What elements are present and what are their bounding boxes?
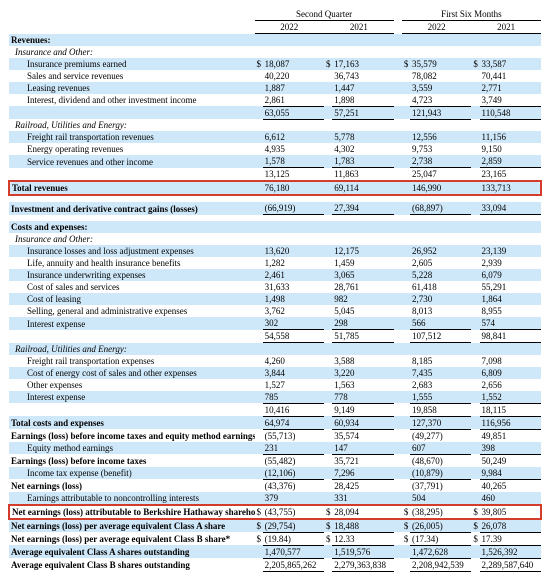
header-period-row: Second Quarter First Six Months xyxy=(9,8,541,21)
row-underwriting: Insurance underwriting expenses2,4613,06… xyxy=(9,269,541,281)
row-investment-gains: Investment and derivative contract gains… xyxy=(9,202,541,215)
row-energy: Energy operating revenues4,9354,3029,753… xyxy=(9,143,541,155)
row-life: Life, annuity and health insurance benef… xyxy=(9,257,541,269)
row-insurance-subtotal: 63,05557,251121,943110,548 xyxy=(9,106,541,119)
row-rail-cost-subtotal: 10,4169,14919,85818,115 xyxy=(9,403,541,416)
row-ins-cost-subtotal: 54,55851,785107,51298,841 xyxy=(9,330,541,343)
subsection-insurance-other: Insurance and Other: xyxy=(9,46,255,58)
row-sga: Selling, general and administrative expe… xyxy=(9,305,541,317)
row-other-cost: Other expenses1,5271,5632,6832,656 xyxy=(9,379,541,391)
year-q-2022: 2022 xyxy=(255,21,325,34)
subsection-railroad-costs: Railroad, Utilities and Energy: xyxy=(9,343,255,355)
row-nci: Earnings attributable to noncontrolling … xyxy=(9,492,541,505)
income-statement-table: Second Quarter First Six Months 2022 202… xyxy=(8,8,542,572)
row-equity-method: Equity method earnings231147607398 xyxy=(9,442,541,455)
year-s-2022: 2022 xyxy=(402,21,472,34)
header-year-row: 2022 2021 2022 2021 xyxy=(9,21,541,34)
row-cost-leasing: Cost of leasing1,4989822,7301,864 xyxy=(9,293,541,305)
row-per-b: Net earnings (loss) per average equivale… xyxy=(9,532,541,545)
subsection-railroad: Railroad, Utilities and Energy: xyxy=(9,119,255,131)
row-earnings-before-tax-eq: Earnings (loss) before income taxes and … xyxy=(9,429,541,442)
row-interest-exp1: Interest expense302298566574 xyxy=(9,317,541,330)
row-net-attributable: Net earnings (loss) attributable to Berk… xyxy=(9,505,541,519)
row-energy-cost: Cost of energy cost of sales and other e… xyxy=(9,367,541,379)
header-first-six-months: First Six Months xyxy=(402,8,541,21)
subsection-insurance-other-costs: Insurance and Other: xyxy=(9,233,255,245)
header-second-quarter: Second Quarter xyxy=(255,8,394,21)
row-freight: Freight rail transportation revenues6,61… xyxy=(9,131,541,143)
year-s-2021: 2021 xyxy=(471,21,541,34)
section-costs: Costs and expenses: xyxy=(9,221,255,233)
row-rail-subtotal: 13,12511,86325,04723,165 xyxy=(9,168,541,182)
row-avg-b: Average equivalent Class B shares outsta… xyxy=(9,558,541,571)
row-sales: Sales and service revenues40,22036,74378… xyxy=(9,70,541,82)
row-loss-adj: Insurance losses and loss adjustment exp… xyxy=(9,245,541,257)
row-leasing: Leasing revenues1,8871,4473,5592,771 xyxy=(9,82,541,94)
row-premiums: Insurance premiums earned$18,087$17,163$… xyxy=(9,58,541,70)
year-q-2021: 2021 xyxy=(324,21,394,34)
row-net-earnings: Net earnings (loss)(43,376)28,425(37,791… xyxy=(9,479,541,492)
row-total-costs: Total costs and expenses64,97460,934127,… xyxy=(9,416,541,429)
row-avg-a: Average equivalent Class A shares outsta… xyxy=(9,545,541,558)
section-revenues: Revenues: xyxy=(9,34,255,46)
row-cogs: Cost of sales and services31,63328,76161… xyxy=(9,281,541,293)
row-per-a: Net earnings (loss) per average equivale… xyxy=(9,519,541,533)
row-interest-exp2: Interest expense7857781,5551,552 xyxy=(9,391,541,404)
row-service: Service revenues and other income1,5781,… xyxy=(9,155,541,168)
row-total-revenues: Total revenues76,18069,114146,990133,713 xyxy=(9,181,541,195)
row-interest-income: Interest, dividend and other investment … xyxy=(9,94,541,107)
row-freight-cost: Freight rail transportation expenses4,26… xyxy=(9,355,541,367)
row-tax: Income tax expense (benefit)(12,106)7,29… xyxy=(9,467,541,480)
row-earnings-before-tax: Earnings (loss) before income taxes(55,4… xyxy=(9,454,541,467)
